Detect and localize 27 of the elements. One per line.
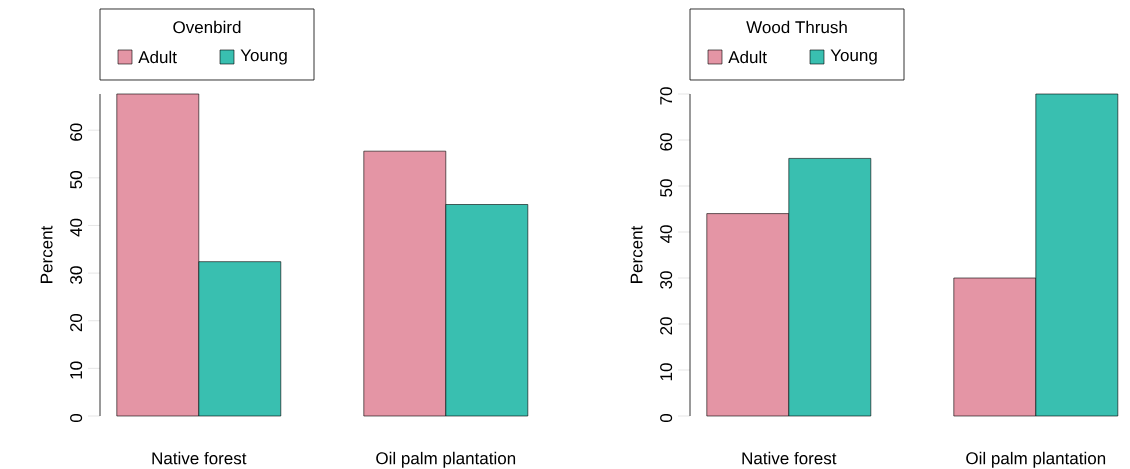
y-tick-label: 20 <box>660 317 673 335</box>
y-tick-label: 50 <box>70 171 83 189</box>
y-tick-label: 0 <box>70 413 83 423</box>
y-tick-label: 30 <box>70 266 83 284</box>
y-tick-label: 0 <box>660 413 673 423</box>
legend-label: Young <box>830 49 877 65</box>
legend-label: Adult <box>728 50 767 64</box>
y-tick-label: 60 <box>70 123 83 141</box>
x-tick-label: Oil palm plantation <box>376 451 516 468</box>
y-axis-title: Percent <box>630 225 643 283</box>
y-tick-label: 10 <box>70 361 83 379</box>
y-tick-label: 40 <box>660 225 673 244</box>
x-tick-label: Native forest <box>152 451 247 465</box>
legend-label: Young <box>240 49 287 65</box>
legend-label: Adult <box>138 50 177 64</box>
legend-title: Wood Thrush <box>746 20 847 34</box>
y-tick-label: 10 <box>660 363 673 381</box>
y-tick-label: 40 <box>70 218 83 237</box>
y-tick-label: 60 <box>660 133 673 151</box>
x-tick-label: Oil palm plantation <box>966 451 1106 468</box>
y-axis-title: Percent <box>40 225 53 283</box>
y-tick-label: 30 <box>660 271 673 289</box>
y-tick-label: 70 <box>660 87 673 105</box>
y-tick-label: 50 <box>660 179 673 197</box>
x-tick-label: Native forest <box>742 451 837 465</box>
y-tick-label: 20 <box>70 313 83 332</box>
legend-title: Ovenbird <box>173 20 241 34</box>
